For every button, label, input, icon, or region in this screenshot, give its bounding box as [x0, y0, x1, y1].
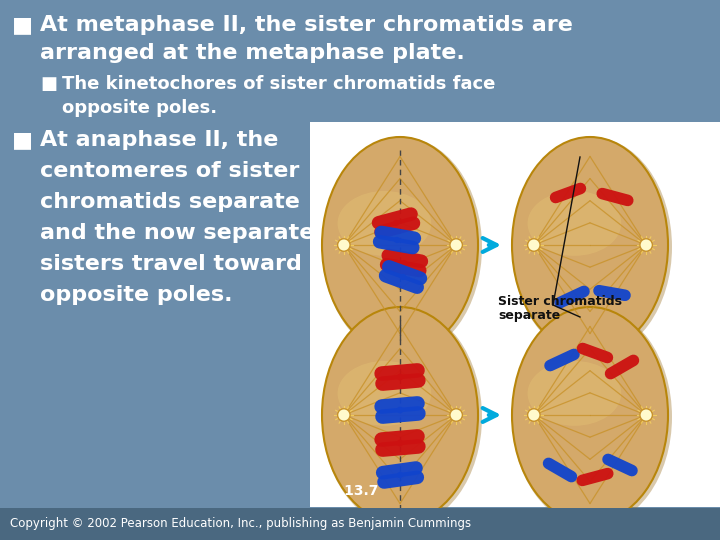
Circle shape: [338, 239, 350, 251]
Circle shape: [394, 237, 400, 243]
Text: Fig. 13.7: Fig. 13.7: [310, 484, 379, 498]
Circle shape: [397, 440, 403, 447]
Circle shape: [338, 409, 350, 421]
Text: ■: ■: [12, 130, 33, 150]
Bar: [310, 122, 720, 507]
Text: centomeres of sister: centomeres of sister: [40, 161, 300, 181]
Ellipse shape: [322, 307, 482, 527]
Text: Copyright © 2002 Pearson Education, Inc., publishing as Benjamin Cummings: Copyright © 2002 Pearson Education, Inc.…: [10, 517, 471, 530]
Ellipse shape: [322, 137, 482, 357]
Ellipse shape: [528, 361, 621, 426]
Text: arranged at the metaphase plate.: arranged at the metaphase plate.: [40, 43, 464, 63]
Ellipse shape: [322, 307, 478, 523]
Circle shape: [400, 274, 406, 280]
Circle shape: [528, 409, 540, 421]
Text: At metaphase II, the sister chromatids are: At metaphase II, the sister chromatids a…: [40, 15, 573, 35]
Circle shape: [450, 409, 462, 421]
Circle shape: [393, 220, 399, 226]
Text: opposite poles.: opposite poles.: [40, 285, 233, 305]
Text: Sister chromatids: Sister chromatids: [498, 295, 622, 308]
Text: ■: ■: [12, 15, 33, 35]
Circle shape: [450, 239, 462, 251]
Text: chromatids separate: chromatids separate: [40, 192, 300, 212]
Circle shape: [401, 260, 407, 266]
Bar: [0, 508, 720, 540]
Text: opposite poles.: opposite poles.: [62, 99, 217, 117]
Circle shape: [397, 374, 403, 380]
Ellipse shape: [512, 137, 668, 353]
Text: At anaphase II, the: At anaphase II, the: [40, 130, 279, 150]
Ellipse shape: [338, 191, 431, 256]
Circle shape: [397, 407, 403, 413]
Circle shape: [640, 409, 652, 421]
Ellipse shape: [512, 307, 668, 523]
Circle shape: [397, 472, 403, 478]
Ellipse shape: [338, 361, 431, 426]
Ellipse shape: [322, 137, 478, 353]
Circle shape: [528, 239, 540, 251]
Text: sisters travel toward: sisters travel toward: [40, 254, 302, 274]
Ellipse shape: [528, 191, 621, 256]
Text: ■: ■: [40, 75, 57, 93]
Ellipse shape: [512, 137, 672, 357]
Text: separate: separate: [498, 309, 560, 322]
Text: The kinetochores of sister chromatids face: The kinetochores of sister chromatids fa…: [62, 75, 495, 93]
Ellipse shape: [512, 307, 672, 527]
Text: and the now separate: and the now separate: [40, 223, 315, 243]
Circle shape: [640, 239, 652, 251]
